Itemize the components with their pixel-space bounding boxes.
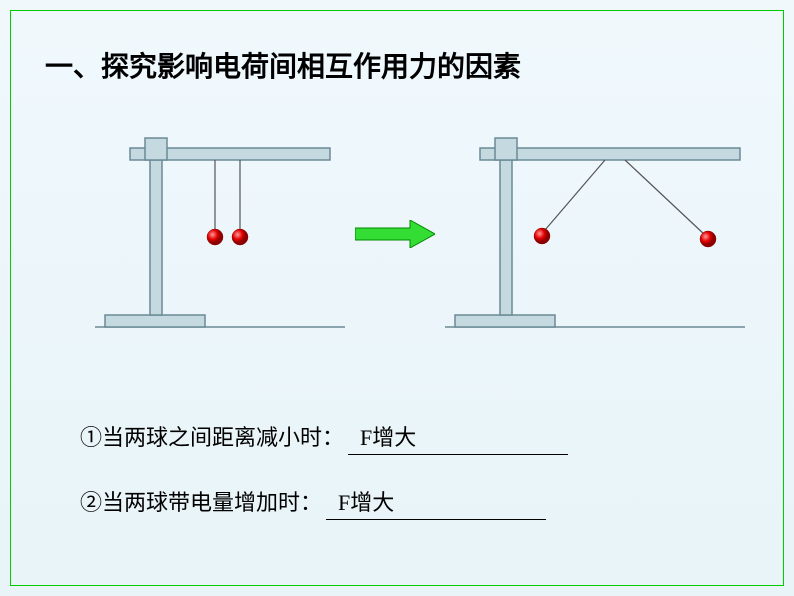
statement-row: ②当两球带电量增加时： F增大	[80, 485, 720, 520]
transition-arrow	[355, 220, 435, 253]
statement-label: ②当两球带电量增加时：	[80, 485, 322, 517]
statement-row: ①当两球之间距离减小时： F增大	[80, 420, 720, 455]
stand-left	[95, 130, 345, 335]
statement-answer: F增大	[326, 485, 546, 520]
page-title: 一、探究影响电荷间相互作用力的因素	[45, 45, 521, 85]
statement-answer: F增大	[348, 420, 568, 455]
statement-label: ①当两球之间距离减小时：	[80, 420, 344, 452]
diagram-area	[45, 130, 745, 360]
statements: ①当两球之间距离减小时： F增大 ②当两球带电量增加时： F增大	[80, 420, 720, 550]
stand-right	[445, 130, 745, 335]
